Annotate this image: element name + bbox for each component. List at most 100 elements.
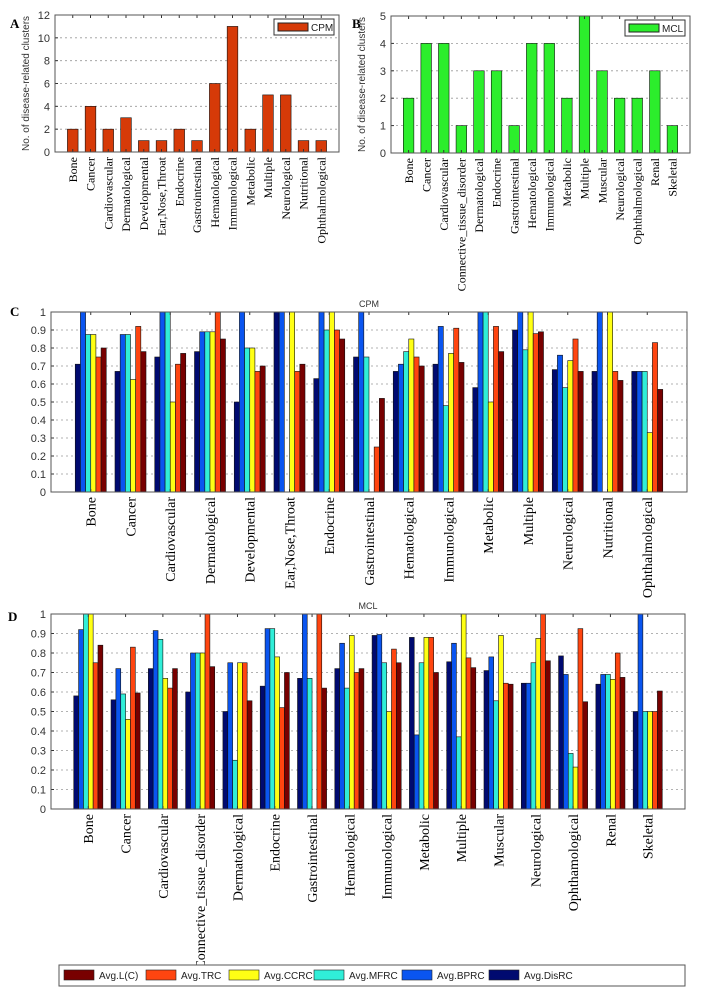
- category-label: Metabolic: [482, 497, 497, 554]
- bar-d-avg-bprc-12: [525, 682, 532, 810]
- category-label: Connective_tissue_disorder: [194, 814, 209, 970]
- category-label: Neurological: [530, 814, 545, 887]
- bar-c-avg-bprc-6: [318, 311, 325, 493]
- category-label: Dermatological: [231, 814, 246, 901]
- bar-c-avg-disrc-1: [114, 371, 121, 493]
- bar-a-cpm-6: [173, 128, 185, 153]
- bar-a-cpm-10: [244, 128, 256, 153]
- bar-b-mcl-12: [614, 97, 626, 154]
- bar-c-avg-mfrc-11: [522, 349, 529, 493]
- category-label: Ophthalmological: [641, 497, 656, 598]
- bar-d-avg-trc-4: [242, 662, 248, 810]
- bar-d-avg-ccrc-0: [87, 613, 94, 810]
- y-tick-label: 0: [380, 148, 386, 160]
- bar-c-avg-mfrc-6: [323, 329, 330, 493]
- legend-label: Avg.TRC: [181, 971, 221, 982]
- panel-title: CPM: [359, 299, 379, 309]
- bar-c-avg-trc-1: [135, 326, 142, 493]
- category-label: Ear,Nose,Throat: [155, 156, 169, 235]
- bar-d-avg-l-c--9: [433, 672, 439, 810]
- bar-d-avg-disrc-9: [409, 637, 415, 810]
- bar-d-avg-trc-11: [503, 682, 509, 810]
- bar-c-avg-disrc-14: [631, 371, 638, 493]
- y-tick-label: 0: [40, 804, 46, 816]
- category-label: Dermatological: [119, 156, 133, 231]
- bar-d-avg-disrc-15: [632, 711, 639, 810]
- bar-c-avg-bprc-0: [80, 311, 86, 493]
- bar-d-avg-ccrc-1: [125, 718, 131, 810]
- category-label: Bone: [402, 158, 416, 183]
- y-tick-label: 0.8: [31, 343, 46, 355]
- bar-c-avg-bprc-10: [477, 311, 484, 493]
- bar-d-avg-mfrc-6: [306, 678, 313, 810]
- bar-c-avg-mfrc-2: [164, 311, 171, 493]
- bar-d-avg-disrc-2: [148, 668, 154, 810]
- bar-a-cpm-11: [262, 94, 274, 153]
- bar-c-avg-l-c--14: [657, 389, 664, 493]
- category-label: Immunological: [442, 497, 457, 583]
- bar-c-avg-mfrc-10: [482, 311, 489, 493]
- category-label: Multiple: [455, 814, 470, 862]
- bar-d-avg-trc-14: [614, 652, 621, 810]
- bar-c-avg-bprc-3: [199, 331, 206, 493]
- bar-d-avg-l-c--14: [619, 677, 626, 810]
- category-label: Muscular: [492, 814, 507, 867]
- bar-c-avg-mfrc-12: [562, 387, 569, 493]
- bar-c-avg-ccrc-4: [249, 347, 256, 493]
- bar-d-avg-ccrc-15: [647, 711, 653, 810]
- bar-d-avg-l-c--2: [172, 668, 178, 810]
- bar-d-avg-trc-2: [167, 687, 173, 810]
- bar-c-avg-disrc-4: [233, 401, 240, 493]
- category-label: Neurological: [279, 156, 293, 219]
- bar-c-avg-ccrc-0: [90, 334, 97, 493]
- legend-label: Avg.L(C): [99, 971, 138, 982]
- bar-d-avg-trc-10: [465, 657, 472, 810]
- category-label: Endocrine: [172, 157, 186, 206]
- category-label: Hematological: [525, 157, 539, 228]
- bar-b-mcl-15: [666, 125, 678, 154]
- legend-swatch: [145, 969, 177, 981]
- y-tick-label: 4: [380, 38, 386, 50]
- bar-c-avg-l-c--4: [259, 365, 266, 493]
- bar-c-avg-ccrc-5: [289, 311, 295, 493]
- bar-b-mcl-13: [631, 97, 643, 154]
- bar-d-avg-trc-3: [204, 613, 211, 810]
- y-tick-label: 2: [44, 124, 50, 136]
- bar-d-avg-ccrc-2: [162, 678, 169, 810]
- bar-d-avg-bprc-7: [339, 642, 345, 810]
- bar-d-avg-mfrc-5: [269, 628, 276, 810]
- category-label: Metabolic: [418, 814, 433, 871]
- bar-c-avg-bprc-12: [557, 354, 563, 493]
- legend-swatch: [228, 969, 260, 981]
- plot-frame: [50, 613, 686, 810]
- bar-b-mcl-5: [490, 70, 503, 154]
- category-label: Cardiovascular: [101, 157, 115, 230]
- y-tick-label: 3: [380, 66, 386, 78]
- bar-d-avg-l-c--15: [657, 690, 663, 810]
- bar-b-mcl-6: [508, 125, 520, 154]
- category-label: Metabolic: [243, 157, 257, 206]
- bar-c-avg-ccrc-12: [567, 360, 574, 493]
- plot-frame: [54, 14, 340, 153]
- bar-a-cpm-9: [226, 26, 239, 153]
- y-tick-label: 0: [44, 147, 50, 159]
- category-label: Metabolic: [560, 158, 574, 207]
- bar-d-avg-trc-9: [428, 637, 434, 810]
- bar-c-avg-trc-5: [294, 371, 301, 493]
- bar-b-mcl-8: [543, 43, 555, 154]
- bar-c-avg-disrc-9: [432, 363, 439, 493]
- y-tick-label: 0.6: [31, 379, 46, 391]
- bar-d-avg-ccrc-12: [535, 638, 541, 810]
- bar-c-avg-mfrc-8: [403, 351, 410, 493]
- category-label: Cardiovascular: [157, 814, 172, 899]
- category-label: Nutritional: [601, 497, 616, 559]
- bar-d-avg-mfrc-11: [493, 700, 499, 810]
- bar-d-avg-disrc-3: [185, 691, 191, 810]
- bar-c-avg-disrc-7: [353, 356, 359, 493]
- bar-d-avg-disrc-10: [446, 661, 452, 810]
- y-axis-label: No. of disease-related clusters: [357, 17, 368, 152]
- bar-c-avg-mfrc-1: [125, 334, 131, 493]
- bar-d-avg-trc-7: [353, 672, 360, 810]
- bar-c-avg-mfrc-0: [85, 334, 92, 493]
- bar-d-avg-ccrc-4: [237, 662, 243, 810]
